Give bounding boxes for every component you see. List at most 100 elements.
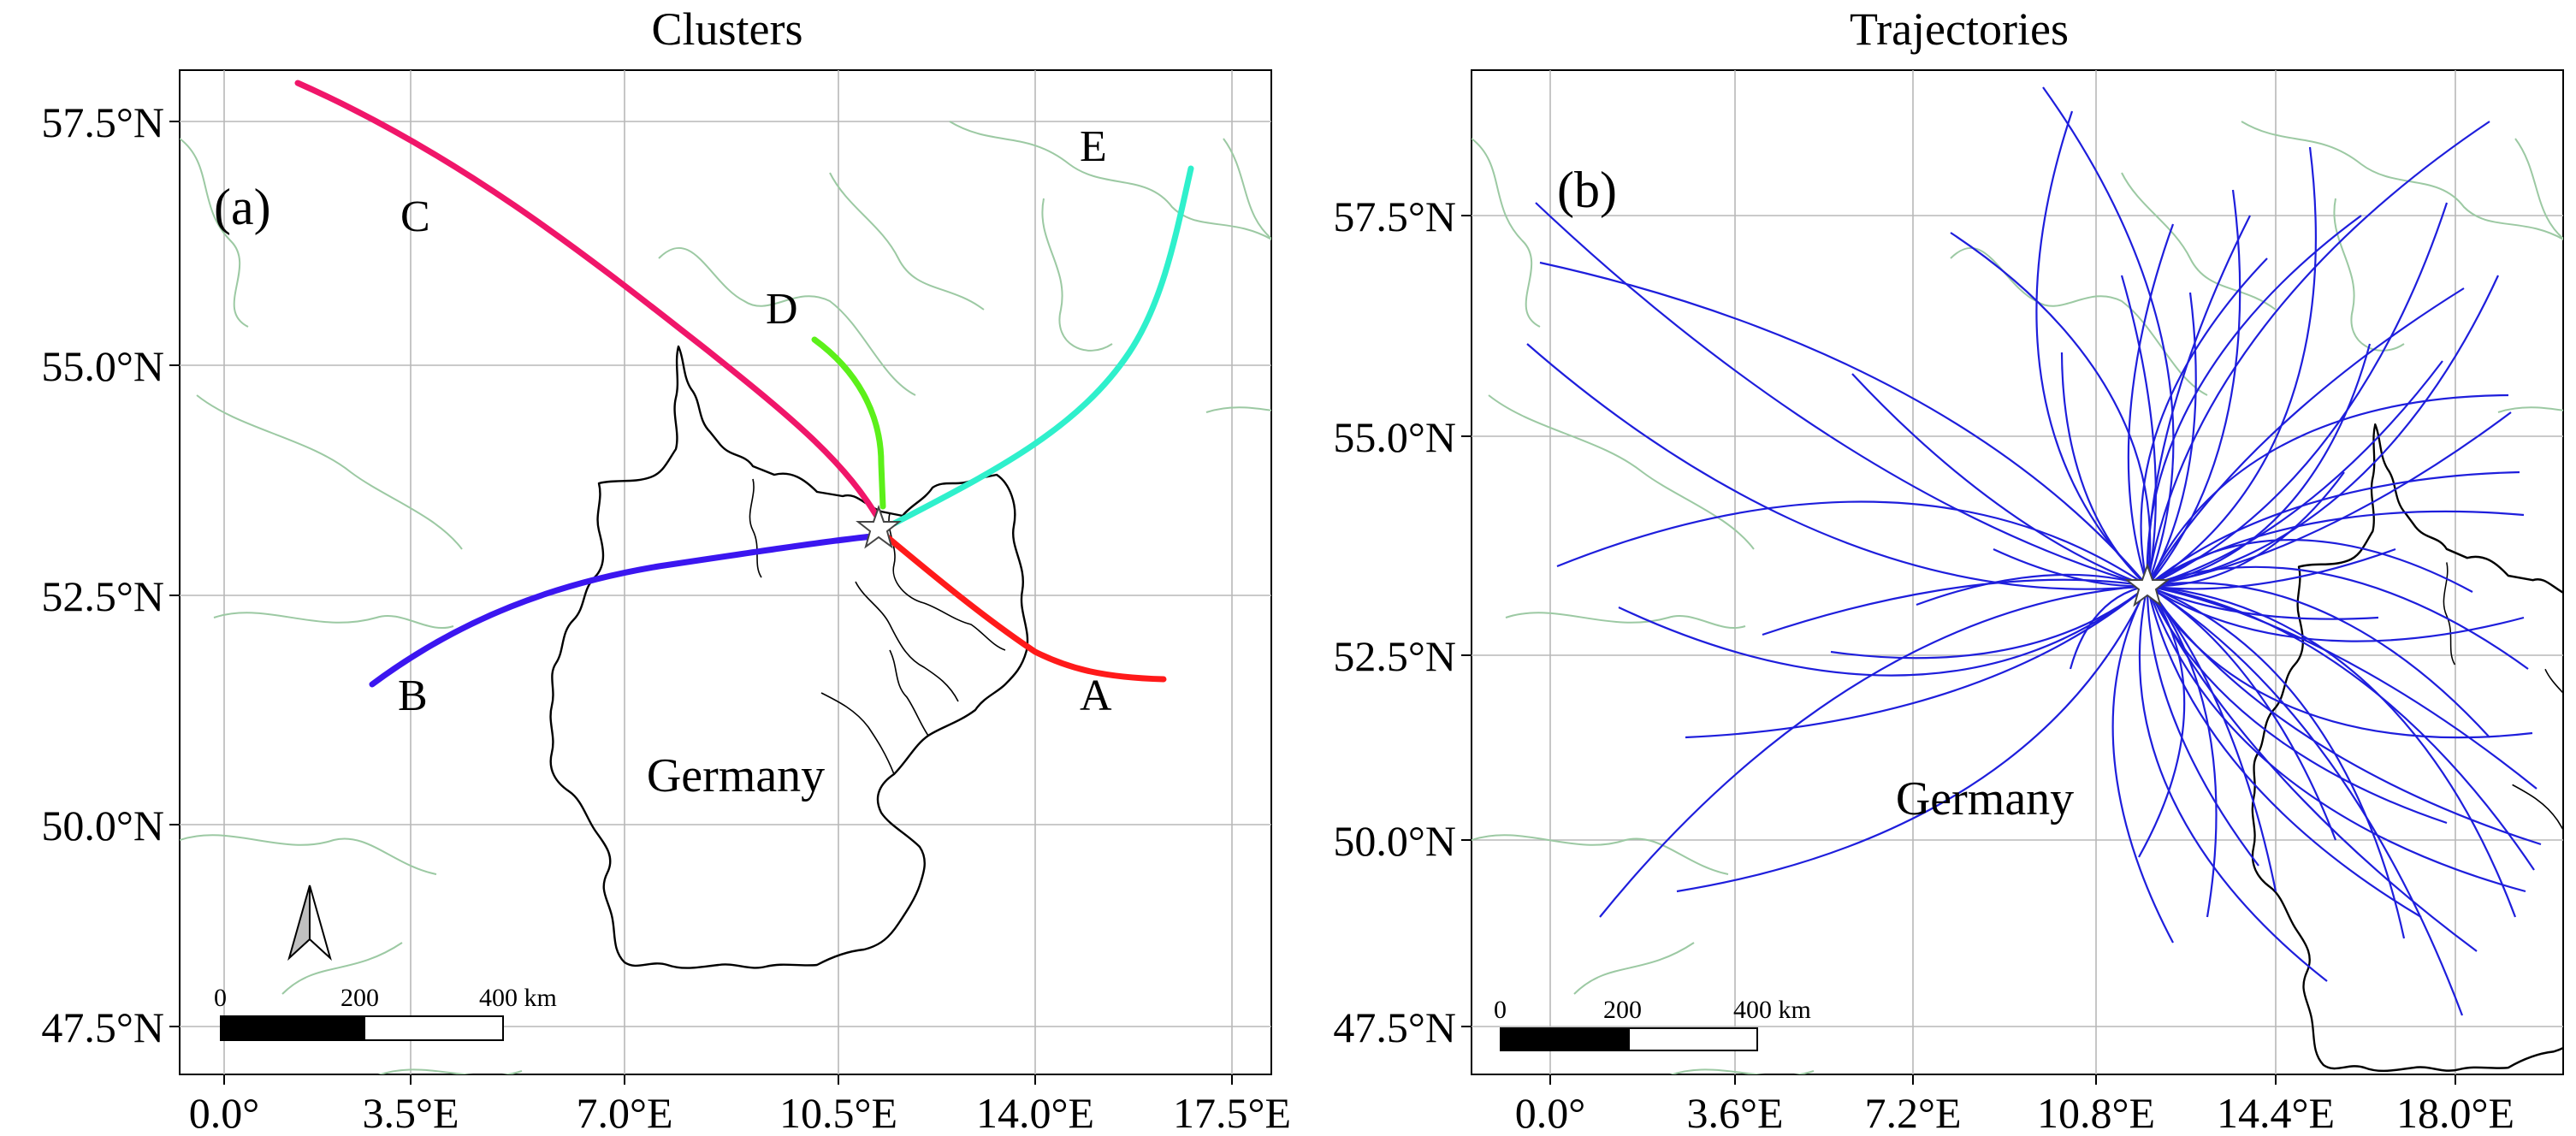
trajectory-line (2138, 585, 2328, 982)
map-area-b (1472, 70, 2563, 1074)
trajectory-line (2147, 471, 2345, 588)
x-axis-a: 0.0° 3.5°E 7.0°E 10.5°E 14.0°E 17.5°E (189, 1074, 1291, 1136)
trajectory-line (2035, 110, 2148, 587)
x-tick-a-5: 17.5°E (1173, 1089, 1291, 1136)
trajectory-line (1556, 500, 2148, 587)
trajectory-line (2120, 275, 2157, 587)
x-tick-b-5: 18.0°E (2396, 1089, 2514, 1136)
trajectory-line (2147, 360, 2443, 588)
x-axis-b: 0.0° 3.6°E 7.2°E 10.8°E 14.4°E 18.0°E (1515, 1074, 2514, 1136)
trajectory-line (2147, 393, 2509, 587)
trajectory-line (1676, 585, 2148, 893)
x-tick-b-0: 0.0° (1515, 1089, 1586, 1136)
trajectory-line (2146, 585, 2259, 867)
trajectory-line (1539, 261, 2148, 587)
cluster-paths (294, 80, 1194, 688)
trajectory-line (2111, 585, 2174, 944)
gridlines-a (180, 70, 1271, 1074)
trajectory-line (1762, 578, 2148, 636)
trajectory-line (2147, 275, 2499, 588)
trajectory-line (2147, 470, 2520, 587)
y-tick-b-3: 50.0°N (1333, 817, 1456, 865)
x-tick-a-2: 7.0°E (576, 1089, 672, 1136)
trajectory-lines (1526, 86, 2542, 1016)
map-frame-a (179, 69, 1272, 1075)
y-tick-a-4: 47.5°N (41, 1003, 164, 1051)
cluster-path-b (369, 533, 876, 688)
trajectory-line (2146, 215, 2251, 587)
trajectory-line (1830, 585, 2148, 660)
panel-trajectories: Trajectories (b) Germany (1333, 3, 2564, 1136)
y-tick-b-0: 57.5°N (1333, 192, 1456, 240)
scale-zero-b: 0 (1494, 996, 1507, 1024)
trajectory-line (1526, 343, 2148, 590)
cluster-path-c (294, 80, 885, 527)
trajectory-line (1993, 548, 2148, 588)
x-tick-a-1: 3.5°E (362, 1089, 459, 1136)
trajectory-line (1599, 584, 2148, 918)
trajectory-line (1535, 202, 2148, 588)
cluster-path-d (811, 336, 886, 510)
trajectory-line (2146, 585, 2448, 825)
cluster-label-c: C (400, 192, 430, 241)
trajectory-line (2147, 146, 2317, 587)
trajectory-line (2127, 223, 2175, 587)
trajectory-line (2147, 547, 2396, 590)
trajectory-line (2147, 287, 2465, 587)
cluster-label-b: B (398, 672, 428, 720)
y-tick-b-4: 47.5°N (1333, 1003, 1456, 1051)
north-arrow-a (287, 885, 332, 961)
scale-bar-a: 0 200 400 km (214, 984, 557, 1041)
panel-b-tag: (b) (1557, 162, 1617, 218)
cluster-labels: C D E A B (398, 122, 1112, 720)
panel-b-title: Trajectories (1850, 3, 2069, 55)
y-tick-b-2: 52.5°N (1333, 632, 1456, 680)
trajectory-line (1618, 585, 2148, 677)
scale-bar-b: 0 200 400 km (1494, 996, 1811, 1051)
trajectory-line (2147, 585, 2277, 892)
trajectory-line (2069, 584, 2148, 670)
y-tick-a-2: 52.5°N (41, 572, 164, 620)
y-tick-a-0: 57.5°N (41, 98, 164, 146)
x-tick-b-3: 10.8°E (2037, 1089, 2155, 1136)
x-tick-a-0: 0.0° (189, 1089, 260, 1136)
x-tick-a-4: 14.0°E (976, 1089, 1094, 1136)
y-axis-a: 57.5°N 55.0°N 52.5°N 50.0°N 47.5°N (41, 98, 180, 1051)
cluster-path-a (878, 529, 1167, 683)
x-tick-b-4: 14.4°E (2217, 1089, 2335, 1136)
trajectory-line (1950, 232, 2152, 587)
y-tick-b-1: 55.0°N (1333, 413, 1456, 461)
trajectory-line (2147, 565, 2529, 670)
trajectory-line (2147, 292, 2197, 587)
trajectory-line (2147, 585, 2542, 846)
trajectory-line (2146, 585, 2526, 893)
cluster-label-e: E (1080, 122, 1107, 171)
trajectory-line (2147, 585, 2218, 918)
trajectory-line (2147, 585, 2337, 841)
trajectory-line (2147, 202, 2449, 587)
map-area-a (180, 70, 1271, 1074)
map-frame-b (1471, 69, 2564, 1075)
trajectory-line (2146, 121, 2490, 587)
panel-a-tag: (a) (214, 179, 271, 235)
country-label-a: Germany (647, 749, 825, 802)
scale-mid-a: 200 (341, 984, 379, 1012)
y-tick-a-1: 55.0°N (41, 342, 164, 390)
trajectory-line (2147, 539, 2473, 593)
trajectory-line (2147, 584, 2379, 620)
trajectory-line (1851, 373, 2148, 588)
gridlines-b (1472, 70, 2563, 1074)
trajectory-line (2147, 584, 2538, 790)
trajectory-line (2147, 411, 2512, 588)
panel-clusters: Clusters (41, 3, 1291, 1136)
country-label-b: Germany (1896, 772, 2074, 825)
scale-mid-b: 200 (1603, 996, 1642, 1024)
x-tick-b-2: 7.2°E (1864, 1089, 1961, 1136)
trajectory-line (2140, 257, 2268, 587)
scale-end-b: 400 km (1733, 996, 1811, 1024)
trajectory-line (2147, 584, 2406, 939)
cluster-path-e (891, 165, 1194, 527)
y-axis-b: 57.5°N 55.0°N 52.5°N 50.0°N 47.5°N (1333, 192, 1472, 1051)
trajectory-line (2147, 343, 2372, 588)
